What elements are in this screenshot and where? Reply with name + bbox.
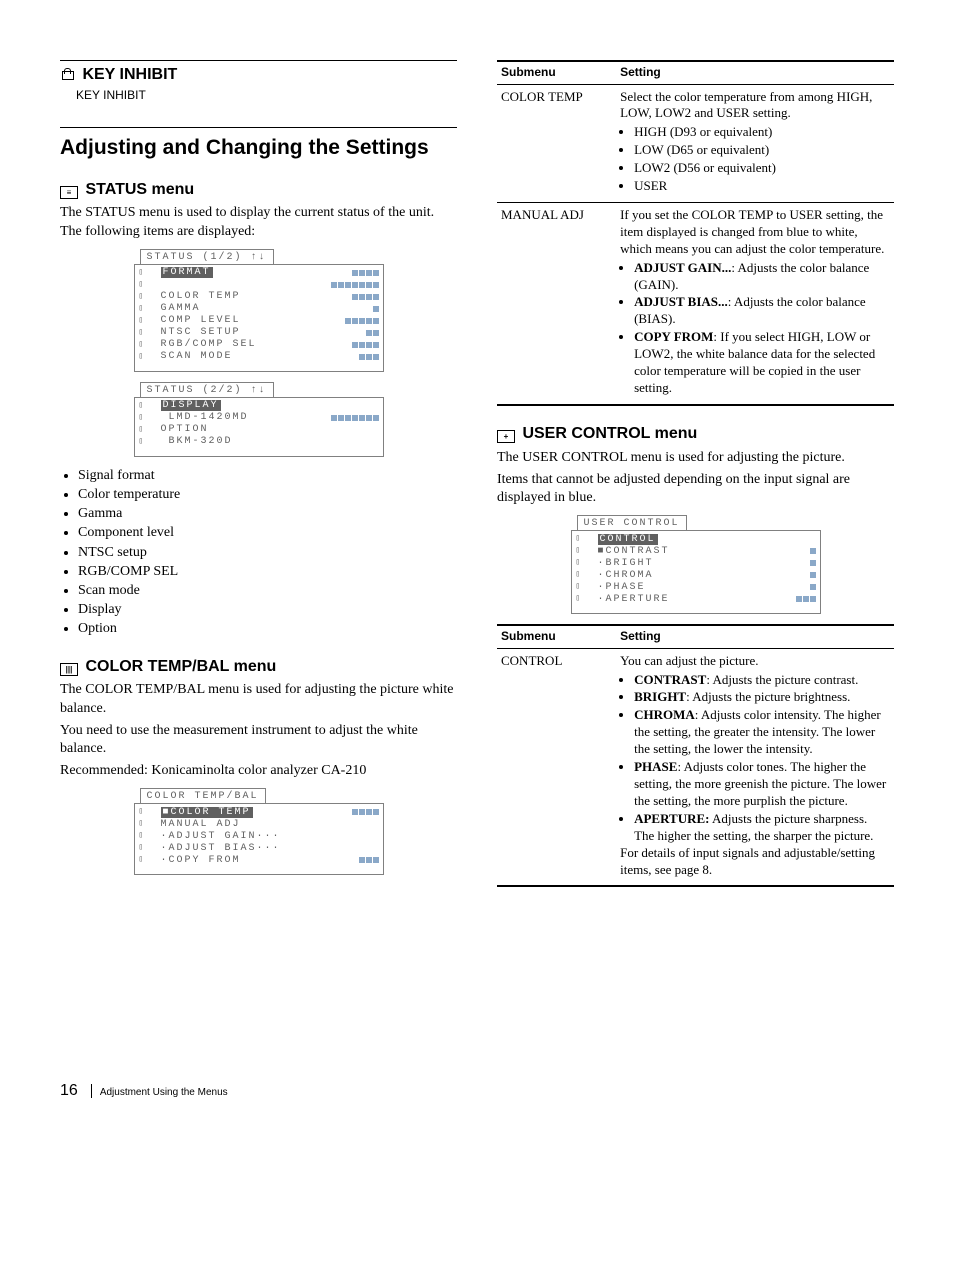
table1-r0-intro: Select the color temperature from among … — [620, 89, 872, 121]
table1-r0-submenu: COLOR TEMP — [497, 84, 616, 202]
list-item: Color temperature — [78, 486, 457, 504]
list-item: CONTRAST: Adjusts the picture contrast. — [634, 672, 890, 689]
list-item: LOW2 (D56 or equivalent) — [634, 160, 890, 177]
list-item: BRIGHT: Adjusts the picture brightness. — [634, 689, 890, 706]
status-menu-intro: The STATUS menu is used to display the c… — [60, 204, 457, 240]
usercontrol-heading: + USER CONTROL menu — [497, 424, 894, 445]
colortemp-p2: You need to use the measurement instrume… — [60, 722, 457, 758]
colortemp-heading-text: COLOR TEMP/BAL menu — [85, 658, 276, 675]
list-item: Signal format — [78, 467, 457, 485]
list-item: ADJUST BIAS...: Adjusts the color balanc… — [634, 294, 890, 328]
colortemp-icon: ||| — [60, 663, 78, 676]
menu-row: ▯DISPLAY — [139, 400, 379, 412]
menu-row: ▯■CONTRAST — [576, 545, 816, 557]
menu-row: ▯·CHROMA — [576, 569, 816, 581]
list-item: Component level — [78, 524, 457, 542]
table-colortemp-settings: Submenu Setting COLOR TEMP Select the co… — [497, 60, 894, 406]
menu-row: ▯·ADJUST BIAS··· — [139, 842, 379, 854]
key-inhibit-sub: KEY INHIBIT — [76, 88, 457, 104]
page-footer: 16 Adjustment Using the Menus — [60, 1081, 894, 1102]
table1-r1-setting: If you set the COLOR TEMP to USER settin… — [616, 202, 894, 404]
menu-row: ▯·PHASE — [576, 581, 816, 593]
menu-row: ▯SCAN MODE — [139, 351, 379, 363]
page-number: 16 — [60, 1082, 78, 1099]
menu-row: ▯·ADJUST GAIN··· — [139, 830, 379, 842]
usercontrol-p2: Items that cannot be adjusted depending … — [497, 471, 894, 507]
table2-r0-submenu: CONTROL — [497, 648, 616, 886]
main-heading: Adjusting and Changing the Settings — [60, 127, 457, 161]
status-menu-icon: ≡ — [60, 186, 78, 199]
list-item: USER — [634, 178, 890, 195]
menu-row: ▯COMP LEVEL — [139, 315, 379, 327]
usercontrol-screen: USER CONTROL ▯CONTROL▯■CONTRAST▯·BRIGHT▯… — [571, 515, 821, 614]
menu-row: ▯■COLOR TEMP — [139, 806, 379, 818]
table1-head-submenu: Submenu — [497, 61, 616, 84]
menu-row: ▯·BRIGHT — [576, 557, 816, 569]
list-item: ADJUST GAIN...: Adjusts the color balanc… — [634, 260, 890, 294]
lock-icon — [60, 68, 74, 80]
table1-r0-setting: Select the color temperature from among … — [616, 84, 894, 202]
list-item: NTSC setup — [78, 544, 457, 562]
list-item: HIGH (D93 or equivalent) — [634, 124, 890, 141]
menu-row: ▯OPTION — [139, 424, 379, 436]
table2-head-submenu: Submenu — [497, 625, 616, 648]
usercontrol-icon: + — [497, 430, 515, 443]
list-item: Display — [78, 601, 457, 619]
colortemp-p3: Recommended: Konicaminolta color analyze… — [60, 762, 457, 780]
colortemp-heading: ||| COLOR TEMP/BAL menu — [60, 657, 457, 678]
menu-row: ▯FORMAT — [139, 267, 379, 279]
table-row: MANUAL ADJ If you set the COLOR TEMP to … — [497, 202, 894, 404]
colortemp-screen-tab: COLOR TEMP/BAL — [140, 788, 266, 804]
list-item: RGB/COMP SEL — [78, 563, 457, 581]
menu-row: ▯ LMD-1420MD — [139, 412, 379, 424]
colortemp-screen: COLOR TEMP/BAL ▯■COLOR TEMP▯MANUAL ADJ▯·… — [134, 788, 384, 875]
table-row: COLOR TEMP Select the color temperature … — [497, 84, 894, 202]
menu-row: ▯ BKM-320D — [139, 436, 379, 448]
status-screen-2-tab: STATUS (2/2) ↑↓ — [140, 382, 274, 398]
menu-row: ▯·APERTURE — [576, 593, 816, 605]
table1-r1-submenu: MANUAL ADJ — [497, 202, 616, 404]
menu-row: ▯ — [139, 279, 379, 291]
list-item: LOW (D65 or equivalent) — [634, 142, 890, 159]
status-bullet-list: Signal formatColor temperatureGammaCompo… — [60, 467, 457, 639]
table-row: CONTROL You can adjust the picture. CONT… — [497, 648, 894, 886]
list-item: Option — [78, 620, 457, 638]
menu-row: ▯NTSC SETUP — [139, 327, 379, 339]
key-inhibit-heading-text: KEY INHIBIT — [82, 66, 177, 83]
table1-head-setting: Setting — [616, 61, 894, 84]
list-item: Scan mode — [78, 582, 457, 600]
colortemp-p1: The COLOR TEMP/BAL menu is used for adju… — [60, 681, 457, 717]
usercontrol-heading-text: USER CONTROL menu — [522, 425, 697, 442]
list-item: PHASE: Adjusts color tones. The higher t… — [634, 759, 890, 810]
table-usercontrol-settings: Submenu Setting CONTROL You can adjust t… — [497, 624, 894, 887]
menu-row: ▯MANUAL ADJ — [139, 818, 379, 830]
menu-row: ▯GAMMA — [139, 303, 379, 315]
list-item: COPY FROM: If you select HIGH, LOW or LO… — [634, 329, 890, 397]
usercontrol-p1: The USER CONTROL menu is used for adjust… — [497, 449, 894, 467]
menu-row: ▯·COPY FROM — [139, 854, 379, 866]
table2-head-setting: Setting — [616, 625, 894, 648]
table2-r0-setting: You can adjust the picture. CONTRAST: Ad… — [616, 648, 894, 886]
status-screen-2: STATUS (2/2) ↑↓ ▯DISPLAY▯ LMD-1420MD▯OPT… — [134, 382, 384, 457]
list-item: CHROMA: Adjusts color intensity. The hig… — [634, 707, 890, 758]
list-item: APERTURE: Adjusts the picture sharpness.… — [634, 811, 890, 845]
usercontrol-screen-tab: USER CONTROL — [577, 515, 687, 531]
footer-title: Adjustment Using the Menus — [100, 1087, 228, 1098]
status-menu-heading-text: STATUS menu — [85, 181, 194, 198]
table1-r1-intro: If you set the COLOR TEMP to USER settin… — [620, 207, 884, 256]
menu-row: ▯COLOR TEMP — [139, 291, 379, 303]
status-screen-1: STATUS (1/2) ↑↓ ▯FORMAT▯ ▯COLOR TEMP▯GAM… — [134, 249, 384, 372]
table2-r0-outro: For details of input signals and adjusta… — [620, 845, 890, 879]
table2-r0-intro: You can adjust the picture. — [620, 653, 758, 668]
menu-row: ▯CONTROL — [576, 533, 816, 545]
status-menu-heading: ≡ STATUS menu — [60, 180, 457, 201]
list-item: Gamma — [78, 505, 457, 523]
key-inhibit-heading: KEY INHIBIT — [60, 60, 457, 86]
status-screen-1-tab: STATUS (1/2) ↑↓ — [140, 249, 274, 265]
menu-row: ▯RGB/COMP SEL — [139, 339, 379, 351]
